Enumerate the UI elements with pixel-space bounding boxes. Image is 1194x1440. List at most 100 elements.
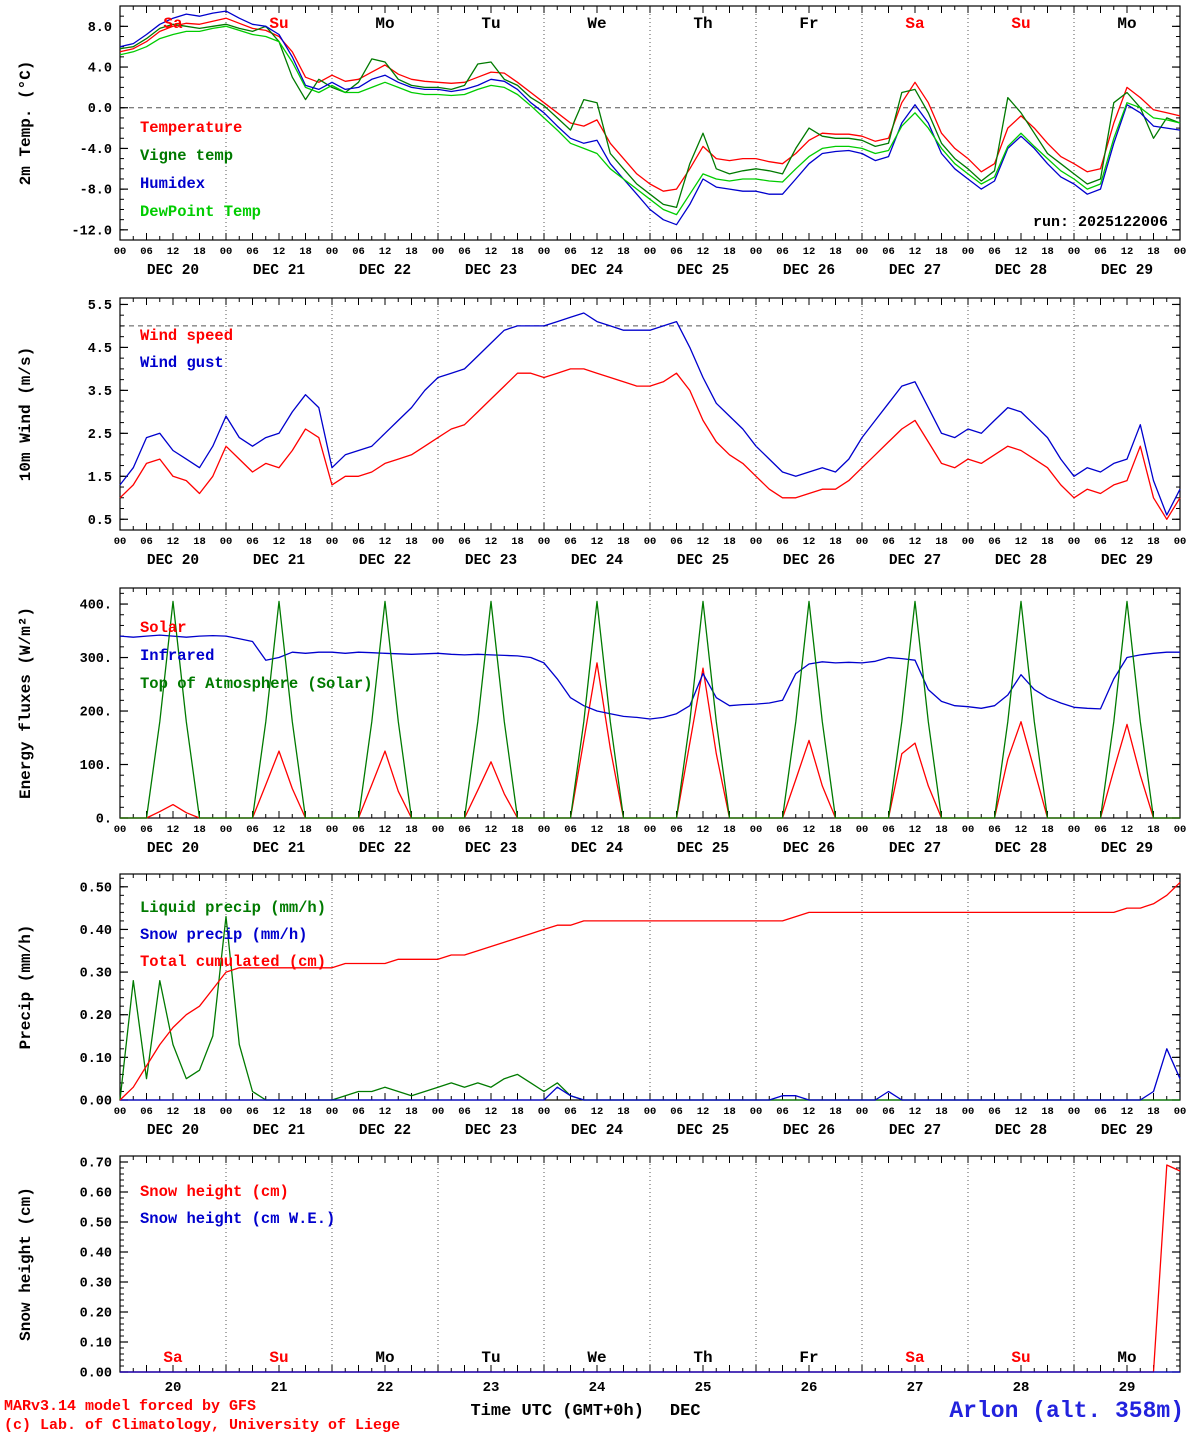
legend-infrared: Infrared [140,647,214,665]
svg-text:100.: 100. [80,759,112,774]
svg-text:06: 06 [988,824,1001,836]
svg-text:Sa: Sa [163,15,183,33]
svg-text:Sa: Sa [163,1349,183,1367]
svg-text:DEC 23: DEC 23 [465,553,517,569]
svg-text:0.00: 0.00 [80,1367,112,1382]
svg-text:00: 00 [538,1106,551,1118]
svg-text:We: We [587,15,606,33]
svg-text:18: 18 [193,824,206,836]
svg-text:18: 18 [193,246,206,258]
svg-text:0.40: 0.40 [80,924,112,939]
svg-text:DEC 20: DEC 20 [147,263,199,279]
legend-total-cumulated-cm-: Total cumulated (cm) [140,953,326,971]
svg-text:00: 00 [114,824,127,836]
svg-text:0.30: 0.30 [80,1277,112,1292]
svg-text:-8.0: -8.0 [80,184,112,199]
svg-text:18: 18 [511,536,524,548]
svg-text:18: 18 [405,246,418,258]
svg-text:00: 00 [326,246,339,258]
svg-text:DEC 25: DEC 25 [677,263,729,279]
svg-text:We: We [587,1349,606,1367]
svg-text:00: 00 [114,1106,127,1118]
svg-text:00: 00 [644,824,657,836]
svg-text:00: 00 [644,536,657,548]
model-credit-line2: (c) Lab. of Climatology, University of L… [4,1416,401,1434]
svg-text:00: 00 [750,824,763,836]
svg-text:06: 06 [882,246,895,258]
svg-text:00: 00 [750,536,763,548]
svg-text:18: 18 [935,536,948,548]
svg-text:Su: Su [269,1349,288,1367]
svg-text:18: 18 [723,536,736,548]
svg-text:18: 18 [617,536,630,548]
svg-text:18: 18 [405,824,418,836]
svg-text:12: 12 [1015,1106,1028,1118]
svg-text:Sa: Sa [905,1349,925,1367]
svg-text:06: 06 [670,824,683,836]
svg-text:DEC 22: DEC 22 [359,841,411,857]
svg-text:18: 18 [935,1106,948,1118]
svg-text:DEC 27: DEC 27 [889,553,941,569]
legend-vigne-temp: Vigne temp [140,147,233,165]
svg-text:00: 00 [962,246,975,258]
svg-text:06: 06 [352,824,365,836]
series-vigne-temp [119,23,1181,209]
panel-snow-height: 0.70 0.60 0.50 0.40 0.30 0.20 0.10 0.00 20 21 22 23… [0,1144,1194,1396]
svg-text:00: 00 [856,1106,869,1118]
svg-text:00: 00 [538,536,551,548]
svg-text:DEC 24: DEC 24 [571,553,624,569]
svg-text:18: 18 [1041,824,1054,836]
svg-text:00: 00 [220,536,233,548]
legend-dewpoint-temp: DewPoint Temp [140,203,261,221]
legend-humidex: Humidex [140,175,205,193]
svg-text:Th: Th [693,15,712,33]
svg-text:12: 12 [1121,536,1134,548]
svg-text:DEC 21: DEC 21 [253,1123,306,1139]
snow-height-chart: 0.70 0.60 0.50 0.40 0.30 0.20 0.10 0.00 20 21 22 23… [17,1155,1181,1396]
svg-text:00: 00 [856,824,869,836]
svg-text:DEC 24: DEC 24 [571,263,624,279]
svg-text:18: 18 [1041,536,1054,548]
svg-text:22: 22 [377,1380,394,1396]
footer: MARv3.14 model forced by GFS (c) Lab. of… [0,1396,1194,1440]
svg-text:Tu: Tu [481,15,500,33]
svg-text:Th: Th [693,1349,712,1367]
svg-text:Mo: Mo [1117,15,1136,33]
svg-text:06: 06 [564,1106,577,1118]
svg-text:Mo: Mo [1117,1349,1136,1367]
svg-text:06: 06 [352,536,365,548]
svg-text:18: 18 [1147,536,1160,548]
svg-text:06: 06 [458,536,471,548]
svg-text:DEC 20: DEC 20 [147,841,199,857]
svg-text:12: 12 [803,1106,816,1118]
svg-text:00: 00 [538,246,551,258]
svg-text:00: 00 [1174,246,1187,258]
svg-text:12: 12 [697,536,710,548]
svg-text:12: 12 [1121,1106,1134,1118]
model-credits: MARv3.14 model forced by GFS (c) Lab. of… [4,1398,400,1436]
svg-text:00: 00 [538,824,551,836]
svg-text:18: 18 [723,1106,736,1118]
svg-text:06: 06 [246,246,259,258]
svg-text:00: 00 [1068,246,1081,258]
svg-text:06: 06 [776,1106,789,1118]
svg-text:12: 12 [273,1106,286,1118]
svg-text:Mo: Mo [375,15,394,33]
svg-text:00: 00 [962,536,975,548]
svg-text:12: 12 [1121,246,1134,258]
svg-text:06: 06 [988,246,1001,258]
svg-text:12: 12 [591,824,604,836]
svg-text:18: 18 [299,536,312,548]
series-total-cumulated [119,882,1181,1101]
svg-text:00: 00 [326,1106,339,1118]
svg-text:18: 18 [193,536,206,548]
svg-text:00: 00 [750,246,763,258]
svg-text:00: 00 [432,536,445,548]
svg-text:1.5: 1.5 [88,471,112,486]
svg-text:06: 06 [988,536,1001,548]
svg-text:12: 12 [803,824,816,836]
svg-text:06: 06 [352,1106,365,1118]
svg-text:00: 00 [432,824,445,836]
svg-text:18: 18 [617,824,630,836]
